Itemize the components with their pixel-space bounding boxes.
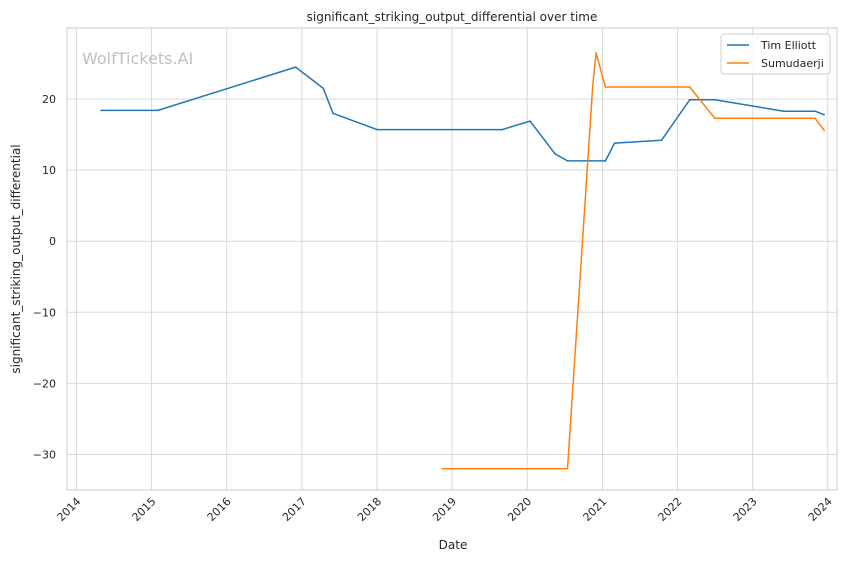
data-point [441, 467, 444, 470]
legend-label-tim-elliott: Tim Elliott [760, 39, 817, 52]
x-axis-title: Date [439, 538, 468, 552]
data-point [595, 52, 597, 54]
x-tick-label: 2017 [280, 495, 309, 524]
data-point [814, 117, 816, 120]
data-point [294, 66, 297, 68]
x-tick-label: 2024 [806, 495, 835, 524]
series-lines [100, 52, 825, 470]
series-line-sumudaerji [442, 52, 825, 470]
y-axis-title: significant_striking_output_differential [9, 144, 23, 373]
x-tick-label: 2014 [54, 495, 83, 524]
data-point [501, 128, 503, 131]
data-point [782, 110, 785, 112]
data-point [823, 113, 825, 116]
data-point [322, 87, 325, 90]
data-point [823, 129, 825, 132]
data-point [814, 110, 816, 112]
x-tick-label: 2022 [656, 495, 685, 524]
data-point [688, 99, 691, 101]
x-axis-ticks: 2014 2015 2016 2017 2018 2019 2020 2021 2022 2023… [54, 495, 834, 524]
chart-title: significant_striking_output_differential… [307, 10, 598, 24]
x-tick-label: 2015 [130, 495, 159, 524]
data-point [613, 142, 616, 144]
y-tick-label: 0 [49, 235, 56, 248]
data-point [529, 120, 531, 122]
data-point [688, 86, 691, 88]
data-point [714, 117, 716, 120]
y-tick-label: −10 [33, 306, 56, 319]
y-tick-label: 20 [42, 93, 56, 106]
grid [67, 28, 837, 490]
legend-box [720, 33, 831, 75]
data-point [100, 109, 102, 112]
data-point [604, 160, 607, 162]
data-point [592, 84, 594, 86]
legend-label-sumudaerji: Sumudaerji [761, 57, 824, 70]
y-tick-label: 10 [42, 164, 56, 177]
legend: Tim Elliott Sumudaerji [720, 33, 831, 75]
data-point [566, 160, 569, 162]
data-point [604, 86, 607, 88]
data-point [566, 467, 569, 470]
watermark: WolfTickets.AI [82, 49, 193, 68]
y-tick-label: −20 [33, 377, 56, 390]
x-tick-label: 2023 [731, 495, 760, 524]
x-tick-label: 2016 [205, 495, 234, 524]
series-line-tim-elliott [101, 66, 825, 162]
plot-area-frame [66, 27, 838, 491]
data-point [376, 128, 378, 131]
data-point [714, 99, 716, 101]
data-point [554, 153, 556, 155]
y-tick-label: −30 [33, 448, 56, 461]
data-point [660, 139, 663, 142]
x-tick-label: 2018 [355, 495, 384, 524]
data-point [157, 109, 159, 112]
x-tick-label: 2020 [505, 495, 534, 524]
x-tick-label: 2021 [581, 495, 610, 524]
x-tick-label: 2019 [430, 495, 459, 524]
data-point [332, 112, 334, 115]
y-axis-ticks: −30 −20 −10 0 10 20 [33, 93, 56, 461]
